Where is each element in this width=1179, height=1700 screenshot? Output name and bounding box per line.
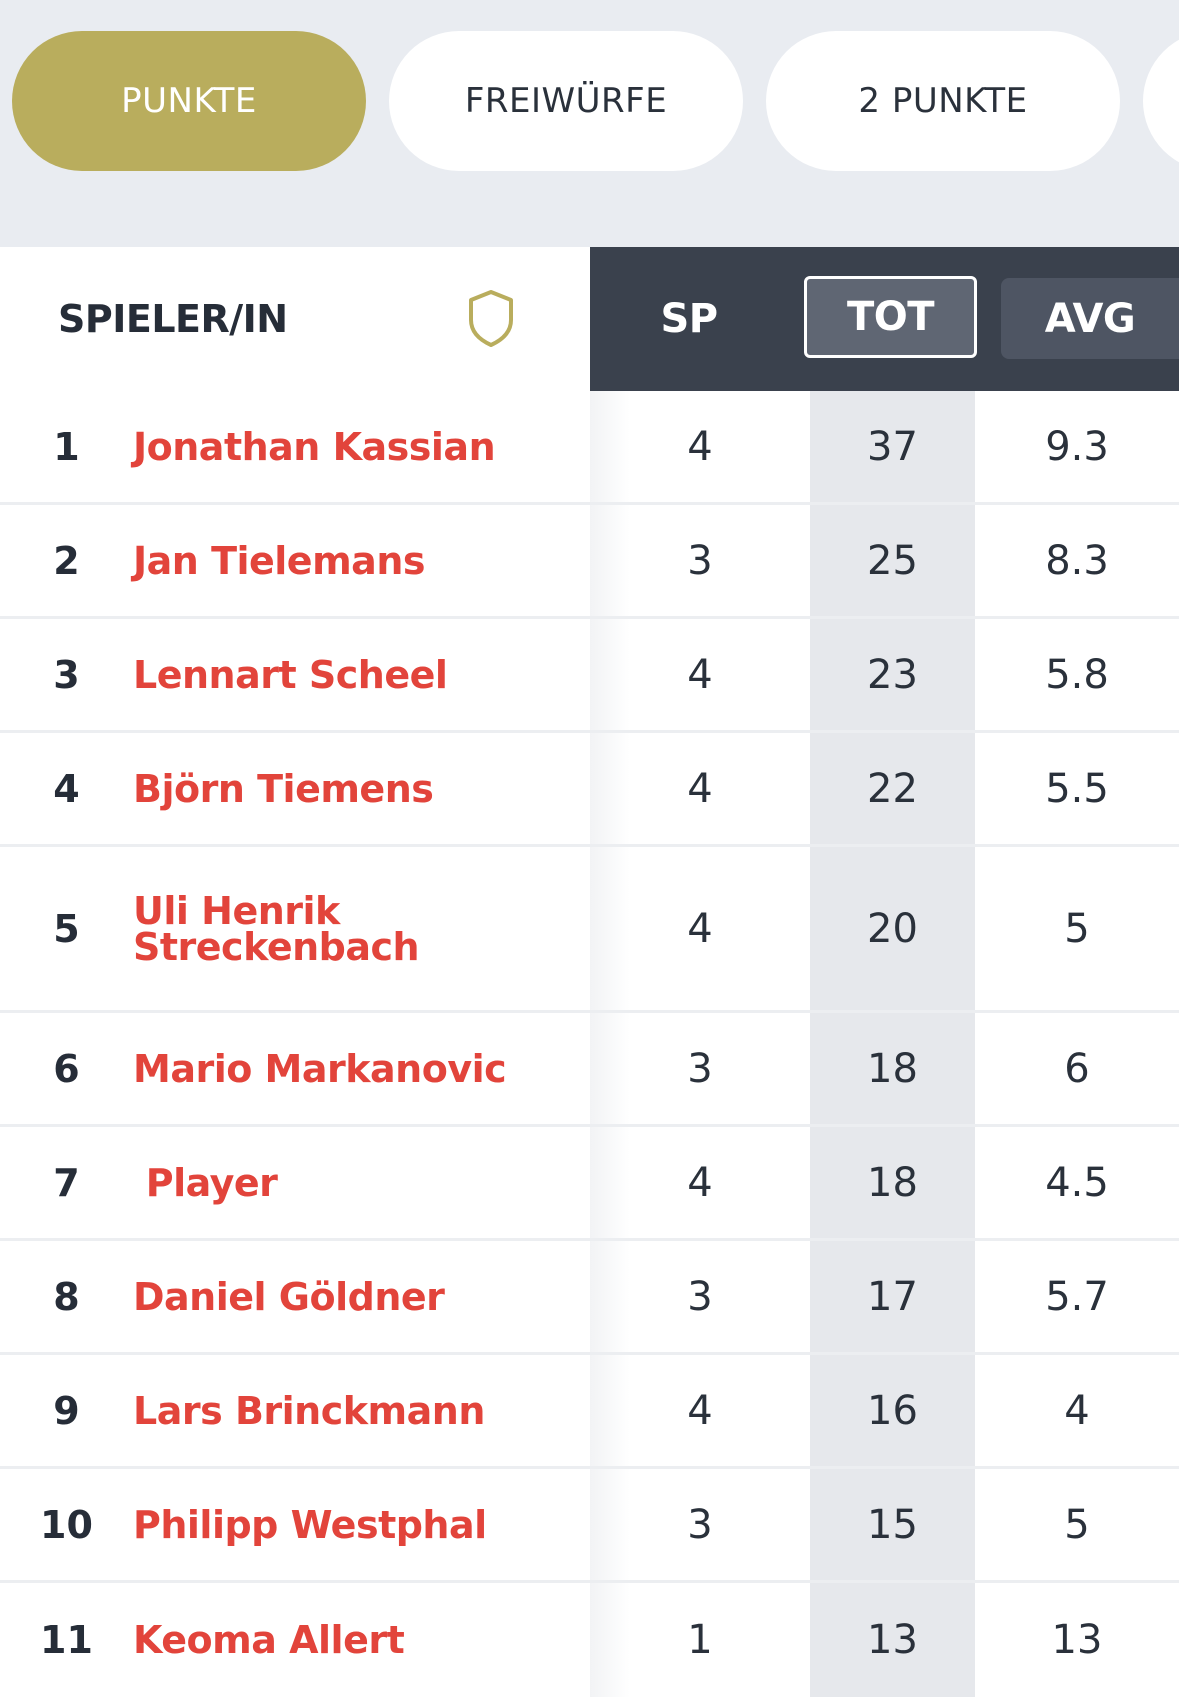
rank: 5 [53, 906, 80, 951]
cell-tot: 18 [810, 1127, 975, 1238]
table-header-player: SPIELER/IN [0, 247, 590, 391]
cell-sp: 4 [590, 1355, 810, 1466]
cell-tot: 23 [810, 619, 975, 730]
cell-sp: 4 [590, 733, 810, 844]
cell-tot: 18 [810, 1013, 975, 1124]
cell-sp: 3 [590, 505, 810, 616]
cell-avg: 4 [975, 1355, 1179, 1466]
player-name-link[interactable]: Lennart Scheel [133, 652, 448, 697]
cell-tot: 20 [810, 847, 975, 1010]
column-header-avg[interactable]: AVG [1001, 278, 1179, 359]
player-name-link[interactable]: Player [133, 1160, 278, 1205]
tab-freiwuerfe[interactable]: FREIWÜRFE [389, 31, 743, 171]
player-name-link[interactable]: Björn Tiemens [133, 766, 434, 811]
table-row: 9 Lars Brinckmann 4 16 4 [0, 1355, 1179, 1469]
cell-sp: 3 [590, 1469, 810, 1580]
table-row: 11 Keoma Allert 1 13 13 [0, 1583, 1179, 1697]
column-header-sp[interactable]: SP [660, 296, 718, 342]
cell-tot: 15 [810, 1469, 975, 1580]
cell-tot: 37 [810, 391, 975, 502]
column-header-player: SPIELER/IN [58, 297, 288, 341]
cell-avg: 13 [975, 1583, 1179, 1697]
rank: 3 [53, 652, 80, 697]
cell-avg: 5 [975, 847, 1179, 1010]
player-name-link[interactable]: Mario Markanovic [133, 1046, 507, 1091]
table-row: 2 Jan Tielemans 3 25 8.3 [0, 505, 1179, 619]
cell-sp: 3 [590, 1241, 810, 1352]
cell-sp: 1 [590, 1583, 810, 1697]
player-name-link[interactable]: Uli Henrik Streckenbach [133, 888, 420, 969]
cell-avg: 5.5 [975, 733, 1179, 844]
player-name-link[interactable]: Jan Tielemans [133, 538, 426, 583]
table-row: 7 Player 4 18 4.5 [0, 1127, 1179, 1241]
rank: 10 [40, 1502, 93, 1547]
rank: 4 [53, 766, 80, 811]
cell-tot: 17 [810, 1241, 975, 1352]
table-row: 10 Philipp Westphal 3 15 5 [0, 1469, 1179, 1583]
rank: 9 [53, 1388, 80, 1433]
cell-avg: 4.5 [975, 1127, 1179, 1238]
rank: 1 [53, 424, 80, 469]
tab-next-partial[interactable] [1143, 31, 1179, 171]
cell-tot: 22 [810, 733, 975, 844]
table-header-stats: SP TOT AVG [590, 247, 1179, 391]
cell-avg: 5.7 [975, 1241, 1179, 1352]
tab-punkte[interactable]: PUNKTE [12, 31, 366, 171]
player-name-link[interactable]: Keoma Allert [133, 1618, 405, 1662]
cell-avg: 9.3 [975, 391, 1179, 502]
table-row: 3 Lennart Scheel 4 23 5.8 [0, 619, 1179, 733]
rank: 7 [53, 1160, 80, 1205]
cell-avg: 6 [975, 1013, 1179, 1124]
tab-2-punkte[interactable]: 2 PUNKTE [766, 31, 1120, 171]
rank: 2 [53, 538, 80, 583]
cell-sp: 4 [590, 847, 810, 1010]
table-row: 8 Daniel Göldner 3 17 5.7 [0, 1241, 1179, 1355]
cell-avg: 5.8 [975, 619, 1179, 730]
table-row: 1 Jonathan Kassian 4 37 9.3 [0, 391, 1179, 505]
table-row: 6 Mario Markanovic 3 18 6 [0, 1013, 1179, 1127]
rank: 8 [53, 1274, 80, 1319]
rank: 11 [40, 1618, 93, 1662]
cell-sp: 4 [590, 391, 810, 502]
cell-avg: 5 [975, 1469, 1179, 1580]
stat-category-tabs: PUNKTE FREIWÜRFE 2 PUNKTE [0, 0, 1179, 247]
shield-icon[interactable] [466, 288, 516, 348]
player-name-link[interactable]: Jonathan Kassian [133, 424, 496, 469]
cell-tot: 13 [810, 1583, 975, 1697]
cell-sp: 3 [590, 1013, 810, 1124]
cell-tot: 16 [810, 1355, 975, 1466]
table-row: 5 Uli Henrik Streckenbach 4 20 5 [0, 847, 1179, 1013]
cell-tot: 25 [810, 505, 975, 616]
table-row: 4 Björn Tiemens 4 22 5.5 [0, 733, 1179, 847]
cell-sp: 4 [590, 619, 810, 730]
player-name-link[interactable]: Lars Brinckmann [133, 1388, 485, 1433]
player-name-link[interactable]: Philipp Westphal [133, 1502, 487, 1547]
player-name-link[interactable]: Daniel Göldner [133, 1274, 445, 1319]
rank: 6 [53, 1046, 80, 1091]
column-header-tot[interactable]: TOT [804, 276, 977, 358]
cell-avg: 8.3 [975, 505, 1179, 616]
leaderboard-table: 1 Jonathan Kassian 4 37 9.3 2 Jan Tielem… [0, 391, 1179, 1697]
cell-sp: 4 [590, 1127, 810, 1238]
